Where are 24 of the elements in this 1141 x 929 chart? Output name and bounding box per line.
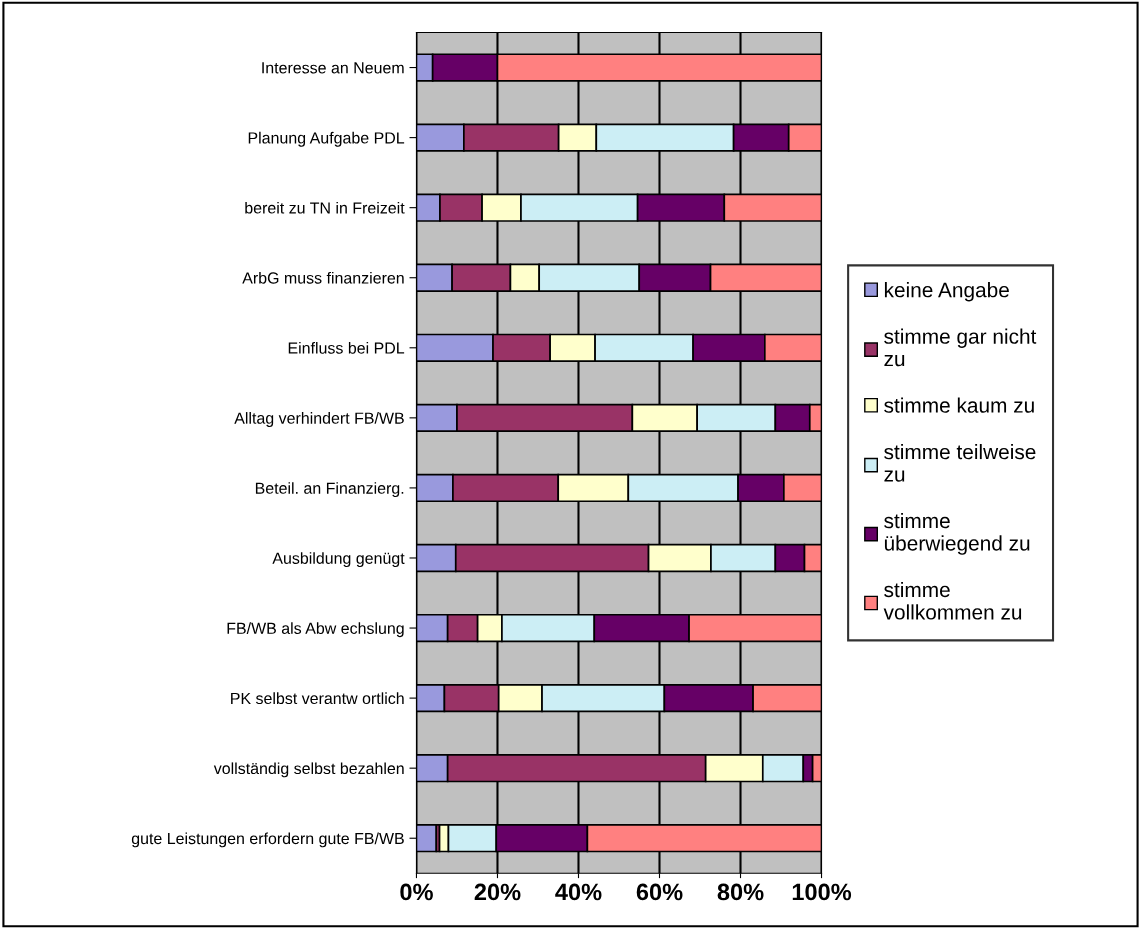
x-tick-label: 100% <box>792 883 852 901</box>
y-tick-label: gute Leistungen erfordern gute FB/WB <box>131 832 404 848</box>
y-tick-label: Alltag verhindert FB/WB <box>234 412 404 427</box>
y-tick-label: Interesse an Neuem <box>262 62 404 74</box>
legend-label: stimme vollkommen zu <box>883 581 1022 620</box>
x-tick-label: 0% <box>400 883 433 901</box>
y-tick-label: PK selbst verantw ortlich <box>231 692 404 705</box>
y-tick-label: Beteil. an Finanzierg. <box>255 482 404 498</box>
legend-label: stimme kaum zu <box>884 397 1034 413</box>
y-tick-label: bereit zu TN in Freizeit <box>245 201 405 214</box>
legend-label: stimme teilweise zu <box>884 443 1036 482</box>
x-tick-label: 40% <box>555 883 602 901</box>
x-tick-label: 80% <box>717 883 764 901</box>
y-tick-label: vollständig selbst bezahlen <box>213 762 404 778</box>
y-tick-label: ArbG muss finanzieren <box>242 271 404 284</box>
legend-label: stimme gar nicht zu <box>884 328 1037 367</box>
y-tick-label: Einfluss bei PDL <box>288 342 405 354</box>
y-tick-label: FB/WB als Abw echslung <box>227 622 404 638</box>
x-tick-label: 60% <box>636 883 683 901</box>
y-tick-label: Ausbildung genügt <box>272 552 405 568</box>
y-tick-label: Planung Aufgabe PDL <box>248 131 405 147</box>
legend-label: keine Angabe <box>884 282 1009 302</box>
x-tick-label: 20% <box>474 883 521 901</box>
legend-label: stimme überwiegend zu <box>884 512 1030 555</box>
